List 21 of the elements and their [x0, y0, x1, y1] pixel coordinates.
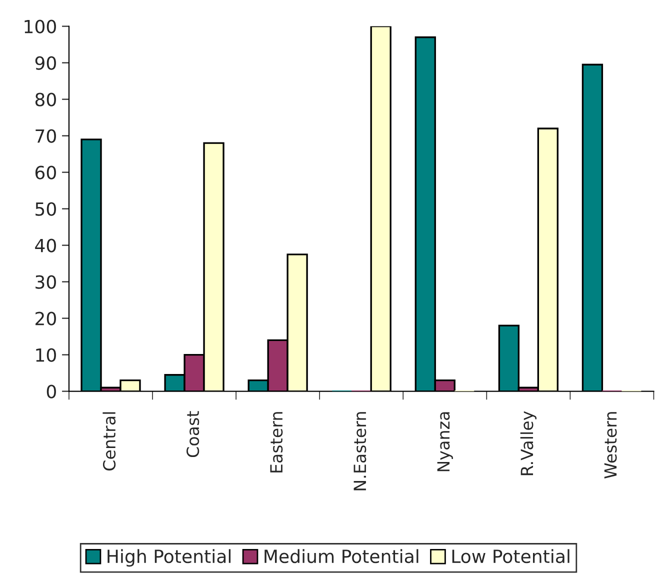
x-tick-label: Eastern: [270, 412, 283, 472]
y-tick-label: 40: [35, 238, 56, 252]
y-tick-label: 60: [35, 166, 56, 180]
x-tick-label: Central: [102, 412, 116, 470]
x-tick-label: Coast: [186, 411, 200, 458]
y-tick-label: 0: [46, 384, 56, 398]
y-tick-label: 90: [35, 56, 56, 70]
y-tick-label: 80: [35, 92, 56, 106]
x-tick-label: N.Eastern: [354, 412, 366, 490]
y-tick-label: 70: [36, 129, 56, 143]
legend-label: Medium Potential: [264, 549, 418, 564]
y-tick-label: 20: [36, 312, 56, 326]
x-tick-label: R.Valley: [520, 411, 536, 476]
y-tick-label: 50: [36, 202, 56, 216]
y-tick-label: 100: [24, 20, 56, 34]
y-tick-label: 30: [36, 275, 56, 289]
legend-label: Low Potential: [452, 549, 570, 564]
x-tick-label: Western: [604, 412, 617, 479]
x-tick-label: Nyanza: [437, 412, 453, 472]
legend-label: High Potential: [108, 549, 231, 567]
y-tick-label: 10: [36, 348, 56, 362]
